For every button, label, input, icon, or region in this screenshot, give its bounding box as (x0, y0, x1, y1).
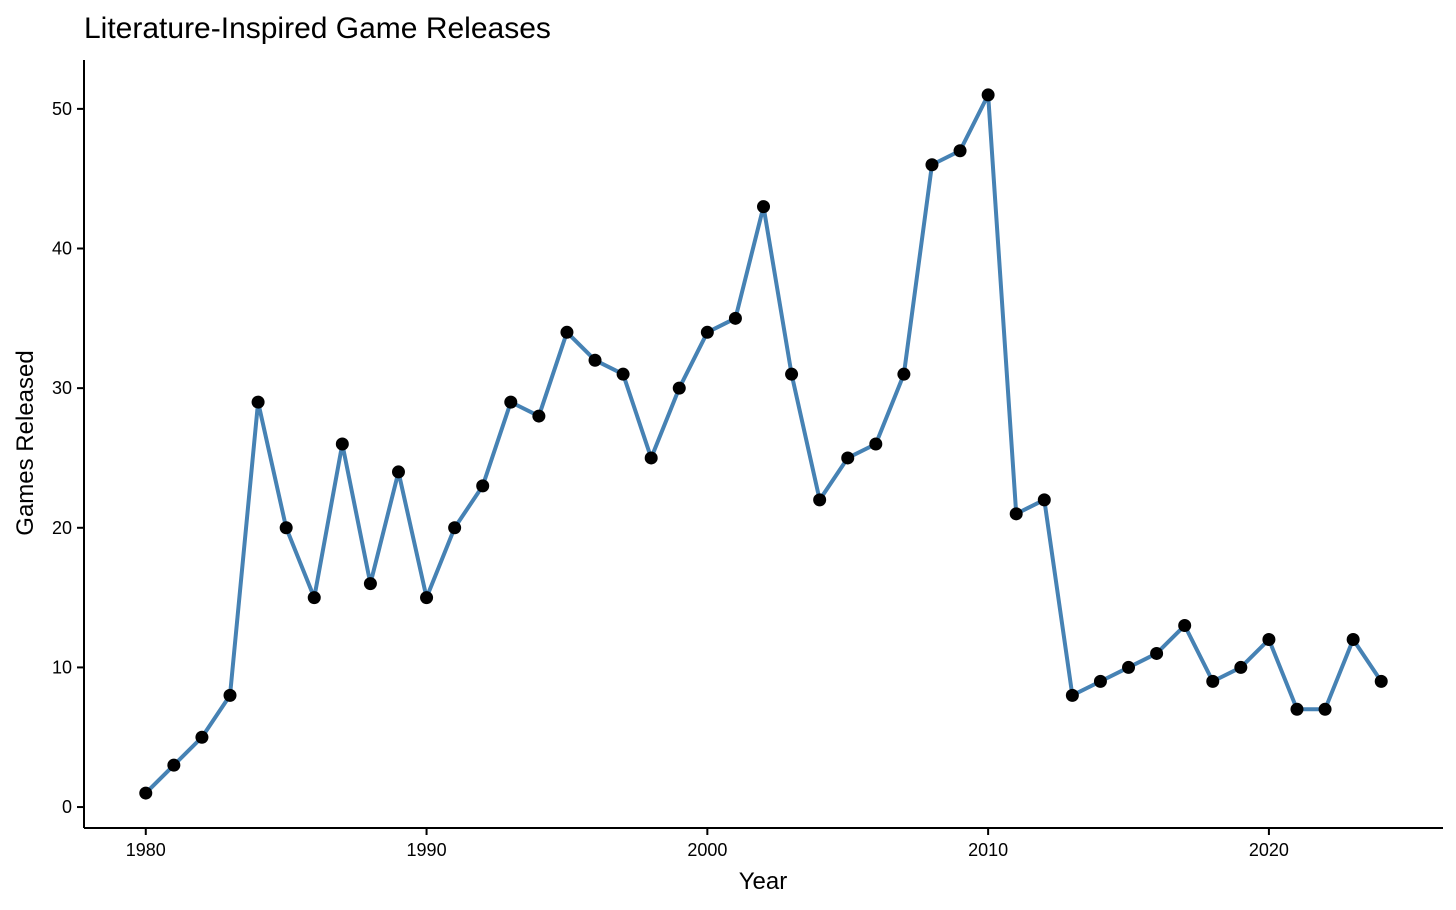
x-tick-label: 2020 (1249, 840, 1289, 860)
data-point (251, 395, 265, 409)
data-point (363, 577, 377, 591)
y-tick-label: 10 (52, 657, 72, 677)
y-tick-label: 0 (62, 797, 72, 817)
chart-title: Literature-Inspired Game Releases (84, 12, 551, 45)
data-point (504, 395, 518, 409)
data-point (700, 325, 714, 339)
data-point (139, 786, 153, 800)
data-point (841, 451, 855, 465)
data-point (897, 367, 911, 381)
data-point (420, 591, 434, 605)
data-point (1122, 660, 1136, 674)
data-point (1346, 632, 1360, 646)
data-point (1150, 646, 1164, 660)
data-point (167, 758, 181, 772)
x-axis-ticks: 1980 1990 2000 2010 2020 (126, 828, 1289, 860)
data-point (1374, 674, 1388, 688)
data-point (1065, 688, 1079, 702)
data-point (476, 479, 490, 493)
data-point (391, 465, 405, 479)
x-tick-label: 2010 (968, 840, 1008, 860)
data-point (335, 437, 349, 451)
data-point (1206, 674, 1220, 688)
data-point (532, 409, 546, 423)
data-point (1178, 619, 1192, 633)
x-tick-label: 1980 (126, 840, 166, 860)
data-point (279, 521, 293, 535)
data-point (672, 381, 686, 395)
data-point (448, 521, 462, 535)
data-point (616, 367, 630, 381)
x-axis-label: Year (739, 868, 788, 895)
y-tick-label: 50 (52, 99, 72, 119)
data-point (1290, 702, 1304, 716)
data-point (223, 688, 237, 702)
data-point (869, 437, 883, 451)
data-point (728, 311, 742, 325)
x-tick-label: 2000 (687, 840, 727, 860)
x-tick-label: 1990 (407, 840, 447, 860)
data-point (644, 451, 658, 465)
data-point (1009, 507, 1023, 521)
data-point (560, 325, 574, 339)
data-point (1318, 702, 1332, 716)
data-point (757, 200, 770, 214)
y-axis-ticks: 0 10 20 30 40 50 (52, 99, 84, 817)
data-point (1037, 493, 1051, 507)
data-point (307, 591, 321, 605)
data-point (785, 367, 799, 381)
data-point (1262, 632, 1276, 646)
data-point (953, 144, 967, 158)
data-point (195, 730, 209, 744)
data-series (139, 88, 1388, 800)
data-point (1093, 674, 1107, 688)
data-point (588, 353, 602, 367)
data-point (981, 88, 995, 102)
y-axis-label: Games Released (12, 350, 39, 535)
y-tick-label: 30 (52, 378, 72, 398)
y-tick-label: 20 (52, 518, 72, 538)
y-tick-label: 40 (52, 239, 72, 259)
data-point (925, 158, 939, 172)
data-point (813, 493, 827, 507)
data-point (1234, 660, 1248, 674)
series-line (143, 92, 1384, 796)
